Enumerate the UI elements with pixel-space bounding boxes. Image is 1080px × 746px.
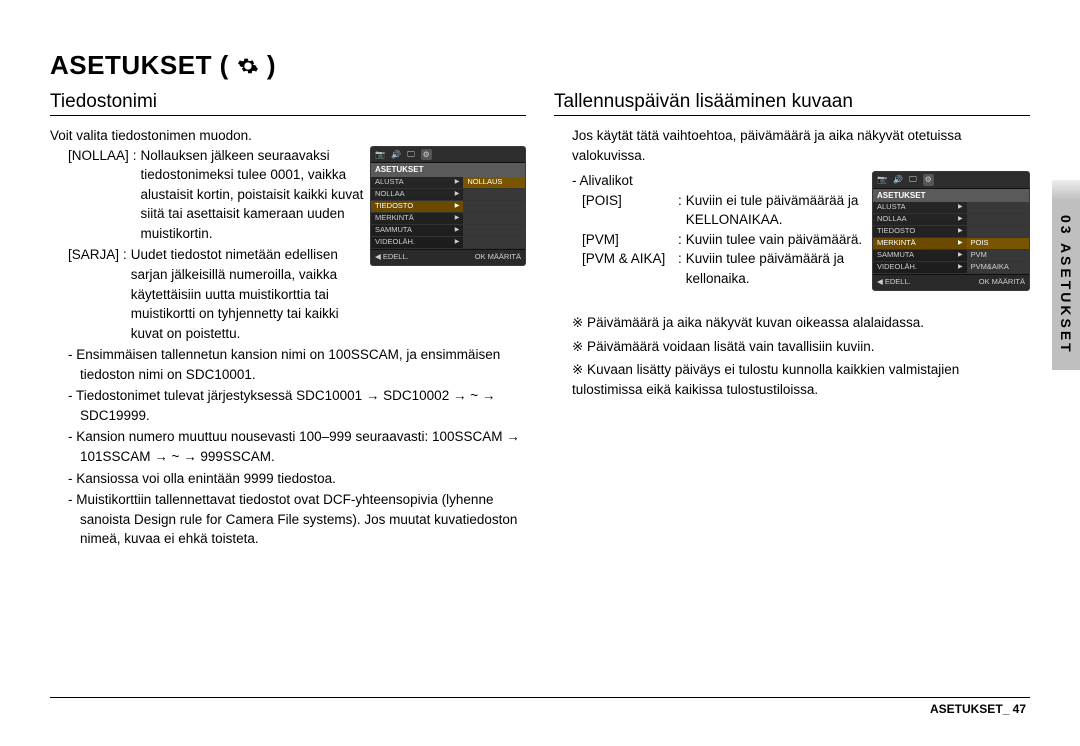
side-tab-shadow [1052, 180, 1080, 200]
pvmaika-row: [PVM & AIKA] : Kuviin tulee päivämäärä j… [582, 249, 866, 288]
lcd1-item: NOLLAA▶ [371, 189, 463, 201]
lcd2-title: ASETUKSET [873, 189, 1029, 203]
note: ※ Päivämäärä ja aika näkyvät kuvan oikea… [572, 313, 1030, 333]
lcd-menu-2: 📷 🔊 🖵 ⚙ ASETUKSET ALUSTA▶ NOLLAA▶ TIEDOS… [872, 171, 1030, 291]
footer-rule [50, 697, 1030, 698]
lcd1-title: ASETUKSET [371, 163, 525, 177]
lcd1-footer: ◀ EDELL. OK MÄÄRITÄ [371, 249, 525, 265]
lcd1-item-sel: TIEDOSTO▶ [371, 201, 463, 213]
nollaa-label: [NOLLAA] [68, 146, 133, 244]
note: ※ Päivämäärä voidaan lisätä vain tavalli… [572, 337, 1030, 357]
bullet: Muistikorttiin tallennettavat tiedostot … [68, 490, 526, 549]
left-heading: Tiedostonimi [50, 91, 526, 116]
note: ※ Kuvaan lisätty päiväys ei tulostu kunn… [572, 360, 1030, 399]
bullet: Kansiossa voi olla enintään 9999 tiedost… [68, 469, 526, 489]
right-heading: Tallennuspäivän lisääminen kuvaan [554, 91, 1030, 116]
left-bullets: Ensimmäisen tallennetun kansion nimi on … [68, 345, 526, 549]
nollaa-row: [NOLLAA] : Nollauksen jälkeen seuraavaks… [68, 146, 364, 244]
left-intro: Voit valita tiedostonimen muodon. [50, 126, 526, 146]
lcd2-footer: ◀ EDELL. OK MÄÄRITÄ [873, 274, 1029, 290]
pvm-row: [PVM] : Kuviin tulee vain päivämäärä. [582, 230, 866, 250]
bullet: Kansion numero muuttuu nousevasti 100–99… [68, 427, 526, 466]
right-intro: Jos käytät tätä vaihtoehtoa, päivämäärä … [572, 126, 1030, 165]
side-tab: 03 ASETUKSET [1052, 200, 1080, 370]
lcd2-list: ALUSTA▶ NOLLAA▶ TIEDOSTO▶ MERKINTÄ▶ SAMM… [873, 202, 967, 274]
title-text: ASETUKSET ( [50, 50, 229, 81]
pois-row: [POIS] : Kuviin ei tule päivämäärää ja K… [582, 191, 866, 230]
page-footer: ASETUKSET_ 47 [930, 702, 1026, 716]
lcd1-icons: 📷 🔊 🖵 ⚙ [371, 147, 525, 164]
lcd1-item: ALUSTA▶ [371, 177, 463, 189]
lcd2-item-sel: MERKINTÄ▶ [873, 238, 967, 250]
lcd1-list: ALUSTA▶ NOLLAA▶ TIEDOSTO▶ MERKINTÄ▶ SAMM… [371, 177, 463, 249]
lcd-menu-1: 📷 🔊 🖵 ⚙ ASETUKSET ALUSTA▶ NOLLAA▶ TIEDOS… [370, 146, 526, 266]
title-close: ) [267, 50, 276, 81]
sarja-row: [SARJA] : Uudet tiedostot nimetään edell… [68, 245, 364, 343]
lcd2-sublist: POIS PVM PVM&AIKA [967, 202, 1029, 274]
lcd1-sublist: NOLLAUS [463, 177, 525, 249]
lcd1-item: SAMMUTA▶ [371, 225, 463, 237]
lcd1-sub-sel: NOLLAUS [463, 177, 525, 189]
sarja-text: Uudet tiedostot nimetään edellisen sarja… [131, 245, 364, 343]
page-title: ASETUKSET ( ) [50, 50, 1030, 81]
bullet: Ensimmäisen tallennetun kansion nimi on … [68, 345, 526, 384]
lcd2-sub-sel: POIS [967, 238, 1029, 250]
sarja-label: [SARJA] [68, 245, 123, 343]
gear-icon [237, 55, 259, 77]
lcd1-item: MERKINTÄ▶ [371, 213, 463, 225]
nollaa-text: Nollauksen jälkeen seuraavaksi tiedoston… [141, 146, 364, 244]
bullet: Tiedostonimet tulevat järjestyksessä SDC… [68, 386, 526, 425]
lcd1-item: VIDEOLÄH.▶ [371, 237, 463, 249]
lcd2-icons: 📷 🔊 🖵 ⚙ [873, 172, 1029, 189]
